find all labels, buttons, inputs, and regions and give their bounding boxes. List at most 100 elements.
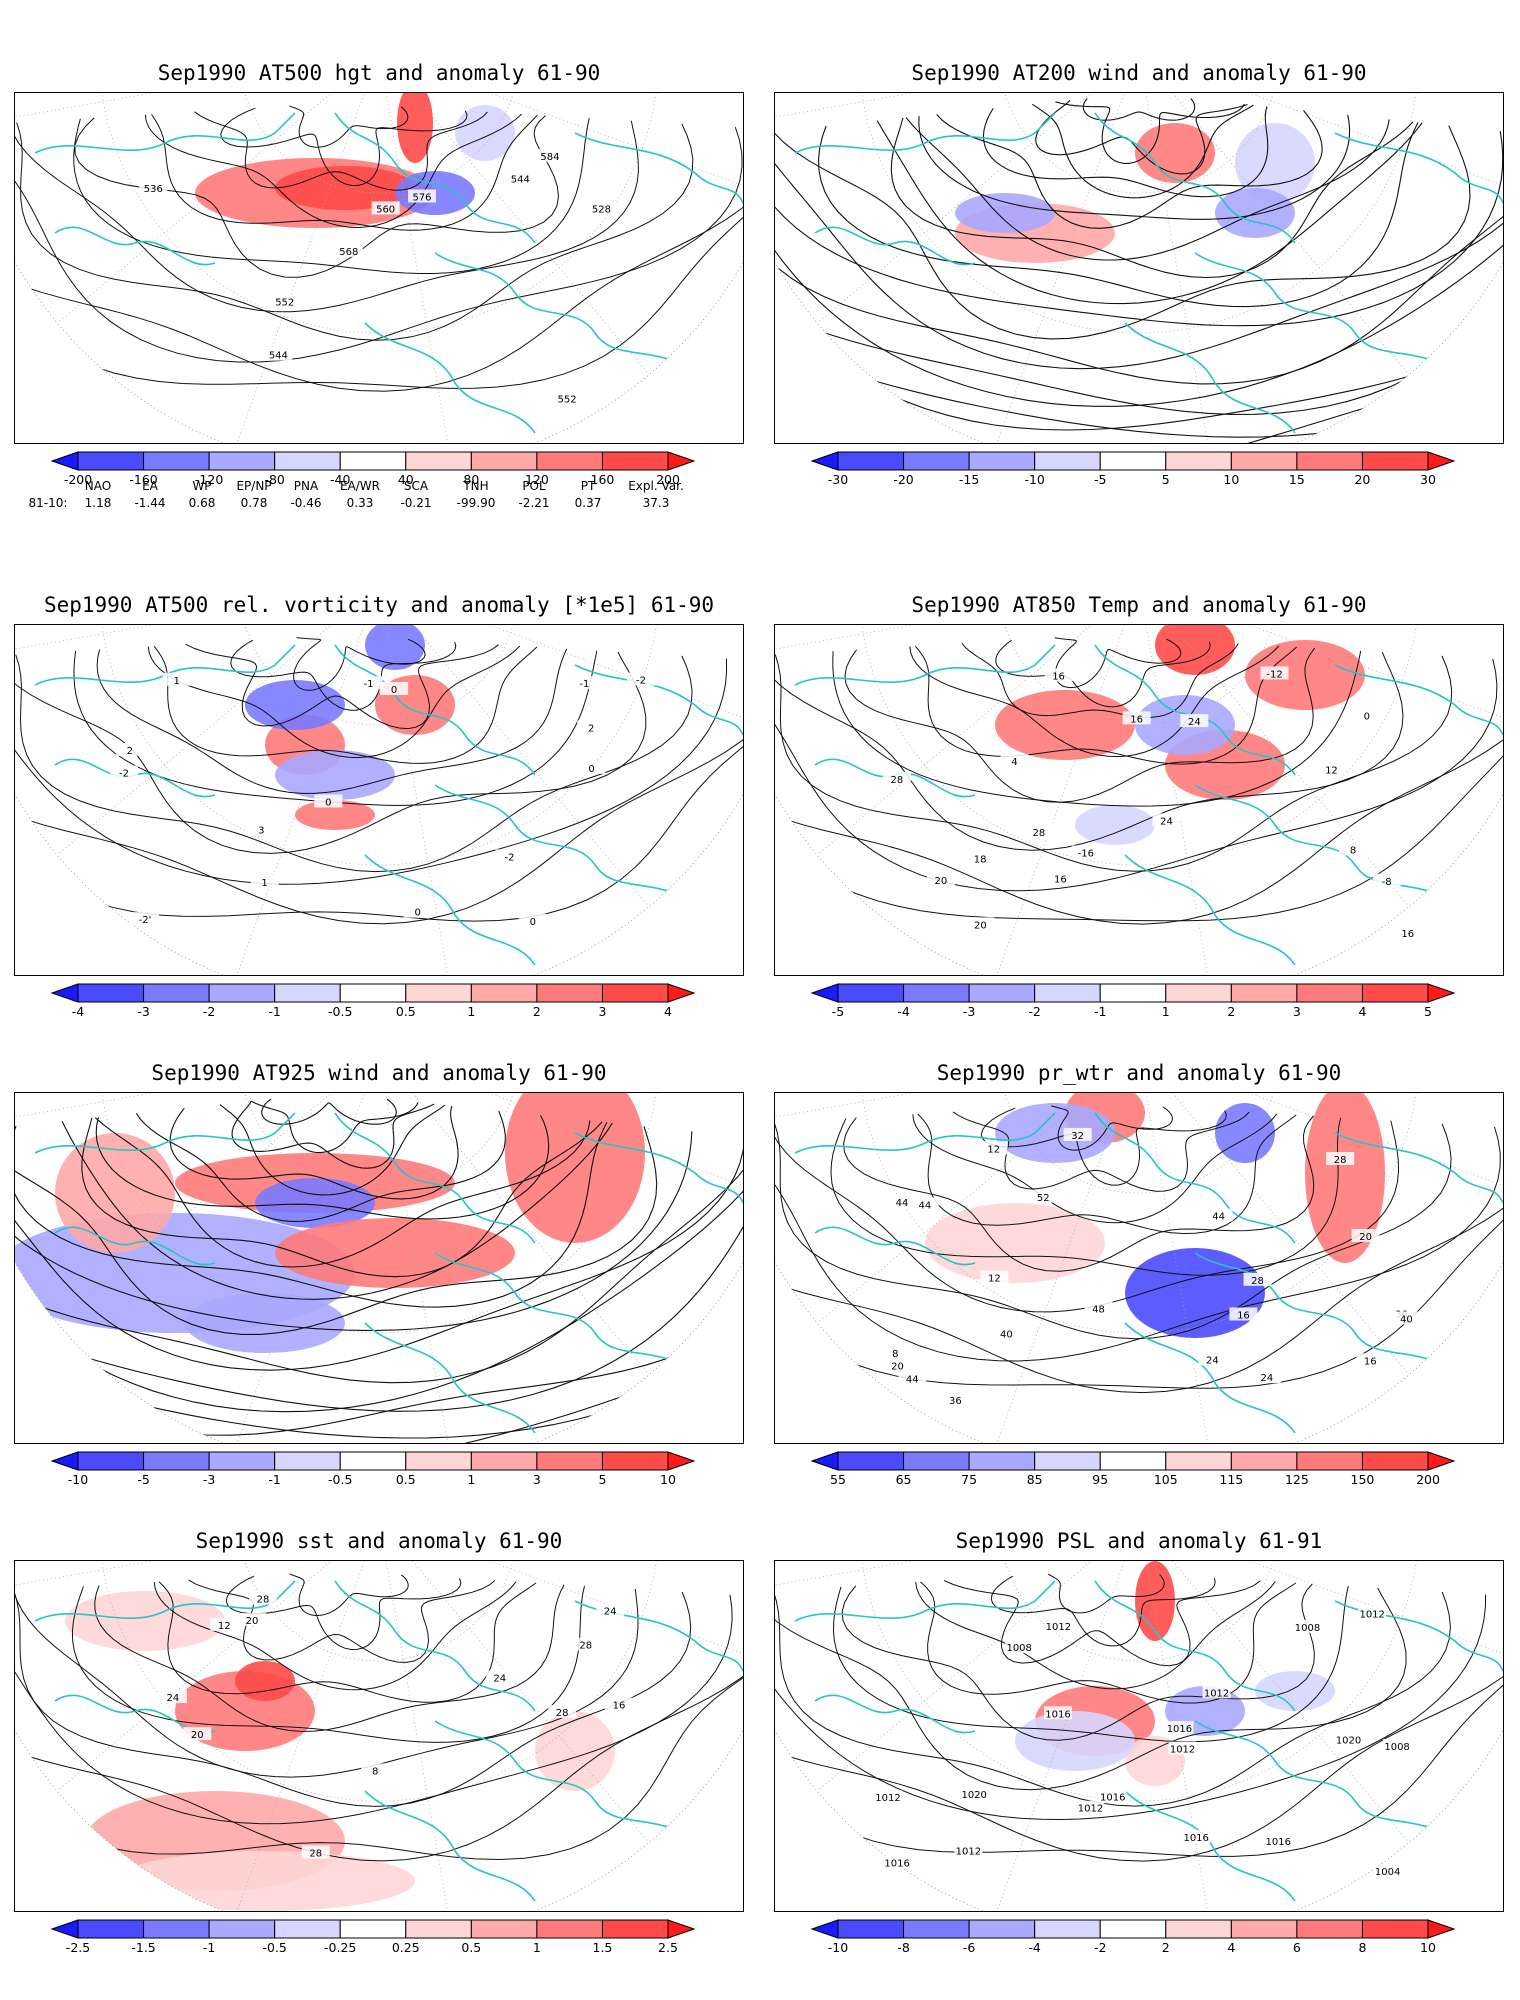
contour-label: -2: [119, 769, 129, 780]
colorbar-box: [405, 1919, 472, 1939]
contour-line: [96, 648, 568, 794]
contour-label: 28: [257, 1595, 270, 1606]
colorbar-box: [143, 1451, 210, 1471]
contour-label: 16: [1237, 1310, 1250, 1321]
contour-line: [144, 113, 523, 229]
contour-line: [151, 114, 538, 231]
contour-line: [775, 1122, 1452, 1340]
anomaly-shading: [995, 690, 1135, 760]
coastline: [1094, 1112, 1296, 1244]
colorbar-tick-label: -6: [962, 1940, 976, 1955]
colorbar-box: [470, 1919, 538, 1939]
colorbar-box: [1165, 451, 1232, 471]
contour-line: [1047, 1573, 1165, 1614]
coastline: [1124, 322, 1296, 434]
index-name: PNA: [293, 479, 319, 493]
contour-line: [185, 643, 499, 730]
index-row-label: 81-10:: [28, 496, 68, 510]
coastline: [574, 1132, 743, 1204]
colorbar-tick-label: 200: [656, 472, 680, 487]
colorbar-tick-label: 3: [532, 1472, 541, 1487]
map: -16 -12 -8 0 4 8 12 16 20 24 28 28 16 16 16 24 20 18: [774, 624, 1504, 976]
coastline: [814, 1694, 976, 1734]
colorbar-tick-label: 5: [598, 1472, 607, 1487]
colorbar-tick-label: 0.25: [391, 1940, 420, 1955]
contour-line: [194, 111, 488, 191]
contour-label: 1008: [1006, 1643, 1031, 1654]
streamline: [219, 1104, 446, 1196]
streamline: [15, 1122, 608, 1308]
coastline: [334, 1112, 536, 1244]
panel-title: Sep1990 sst and anomaly 61-90: [195, 1529, 563, 1553]
contour-line: [775, 663, 1503, 922]
meridian-line: [15, 625, 380, 659]
colorbar-box: [536, 451, 603, 471]
colorbar-tick-label: -0.5: [328, 1004, 353, 1019]
contour-line: [1051, 1105, 1173, 1151]
anomaly-shading: [255, 1178, 375, 1228]
contour-label-bg: [1071, 845, 1100, 859]
contour-label: 20: [246, 1616, 259, 1627]
colorbar-max-triangle: [1427, 1451, 1456, 1471]
colorbar-box: [339, 983, 407, 1003]
colorbar-ticks: -200 -160 -120 -80 -40 40 80 120 160 200: [52, 472, 694, 490]
colorbar-box: [1165, 1451, 1232, 1471]
contour-label: 28: [556, 1708, 569, 1719]
contour-line: [15, 657, 728, 885]
panel-vort500: Sep1990 AT500 rel. vorticity and anomaly…: [14, 592, 744, 1052]
coastline: [794, 644, 1056, 686]
contour-label-bg: [1046, 871, 1075, 885]
colorbar-tick-label: 10: [660, 1472, 676, 1487]
contour-label: 4: [1011, 757, 1017, 768]
colorbar-box: [1361, 451, 1429, 471]
contour-label: 552: [558, 394, 577, 405]
colorbar: [810, 983, 1456, 1003]
index-value: 0.78: [240, 496, 268, 510]
contour-label: 28: [1033, 828, 1046, 839]
streamline: [81, 1117, 603, 1278]
coastline: [574, 132, 743, 204]
contour-label: -1: [579, 679, 589, 690]
meridian-line: [15, 1561, 380, 1595]
contour-label: 24: [167, 1693, 180, 1704]
colorbar-min-triangle: [50, 451, 79, 471]
colorbar-tick-label: 115: [1219, 1472, 1244, 1487]
contour-label: 1016: [1266, 1837, 1291, 1848]
index-names-row: NAO EA WP EP/NP PNA EA/WR SCA TNH POL PT Expl. Var…: [26, 478, 726, 495]
contour-label-bg: [1165, 1720, 1194, 1734]
colorbar-box: [536, 1919, 603, 1939]
contour-label: 8: [1350, 846, 1356, 857]
contour-label-bg: [926, 872, 955, 886]
colorbar-tick-label: 0.5: [395, 1004, 416, 1019]
contour-label-bg: [1044, 1618, 1073, 1632]
streamline: [775, 125, 1471, 340]
contour-line: [15, 1595, 743, 1862]
colorbar-tick-label: 65: [895, 1472, 912, 1487]
streamline: [261, 1098, 397, 1125]
colorbar-box: [968, 1919, 1036, 1939]
contour-label-bg: [1339, 842, 1368, 856]
contour-label-bg: [139, 181, 168, 195]
colorbar-tick-label: 95: [1092, 1472, 1109, 1487]
colorbar-tick-label: 2: [1161, 1940, 1170, 1955]
streamline: [982, 106, 1269, 198]
coastline: [814, 226, 976, 266]
contour-label: 560: [376, 204, 395, 215]
contour-label-bg: [1229, 1307, 1258, 1321]
meridian-line: [15, 93, 380, 127]
contour-label: 44: [918, 1201, 931, 1212]
coastline: [434, 1720, 696, 1842]
coastline: [1194, 252, 1456, 374]
contour-line: [990, 1575, 1216, 1647]
contour-line: [775, 1127, 1503, 1394]
contour-line: [15, 125, 743, 363]
colorbar-tick-label: 6: [1292, 1940, 1301, 1955]
colorbar-ticks: -2.5 -1.5 -1 -0.5 -0.25 0.25 0.5 1 1.5 2.5: [52, 1940, 694, 1958]
contour-label: 36: [949, 1396, 962, 1407]
colorbar-box: [536, 983, 603, 1003]
contour-line: [15, 1593, 733, 1825]
streamline: [15, 1142, 743, 1436]
colorbar-tick-label: -8: [897, 1940, 910, 1955]
contour-line: [920, 1581, 1297, 1704]
contour-label: 576: [412, 193, 431, 204]
